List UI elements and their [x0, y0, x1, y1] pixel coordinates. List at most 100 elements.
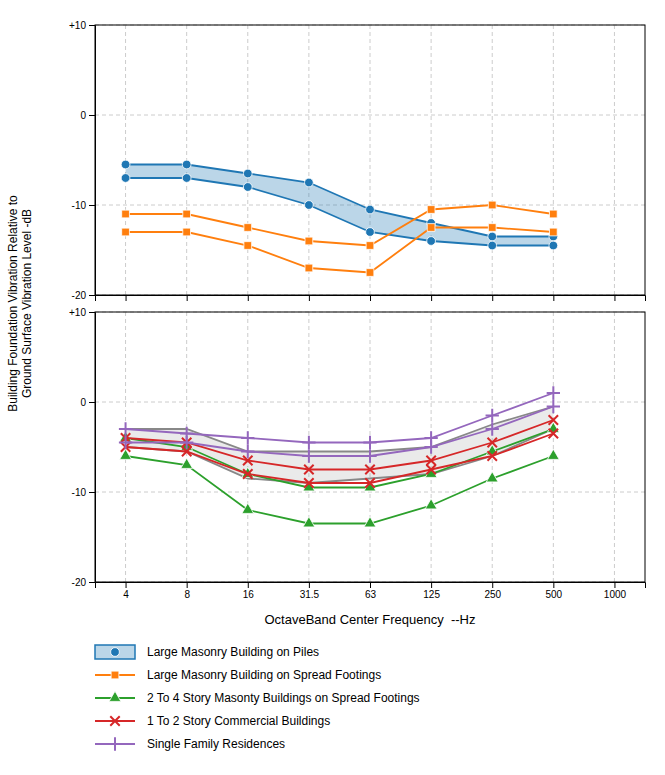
tick-label: 125: [423, 589, 440, 600]
line: [126, 228, 554, 273]
legend-item: Large Masonry Building on Piles: [95, 645, 319, 659]
point: [119, 422, 132, 435]
series: [122, 201, 558, 276]
tick-mark: [614, 295, 615, 301]
tick-mark: [553, 582, 554, 588]
tick-mark: [309, 582, 310, 588]
line: [126, 456, 554, 524]
point: [549, 415, 558, 424]
grid-line: [308, 25, 309, 295]
point: [244, 242, 252, 250]
point: [549, 241, 558, 250]
tick-mark: [126, 582, 127, 588]
legend-item: 1 To 2 Story Commercial Buildings: [95, 714, 330, 728]
tick-mark: [89, 312, 95, 313]
tick: 4: [123, 582, 129, 600]
line: [126, 205, 554, 246]
point: [488, 232, 497, 241]
point: [303, 517, 315, 527]
point: [547, 386, 560, 399]
tick-mark: [89, 25, 95, 26]
legend-label: Single Family Residences: [147, 737, 285, 751]
tick-mark: [187, 295, 188, 301]
point: [426, 456, 435, 465]
tick-label: 0: [80, 397, 86, 408]
tick: 1000: [604, 582, 627, 600]
point: [122, 210, 130, 218]
tick: [187, 295, 188, 301]
tick-label: -10: [72, 200, 87, 211]
point: [180, 436, 193, 449]
tick-label: -20: [72, 290, 87, 301]
tick-mark: [89, 582, 95, 583]
grid: [95, 25, 645, 295]
line: [126, 420, 554, 470]
tick: [248, 295, 249, 301]
line: [126, 165, 554, 237]
tick-mark: [431, 295, 432, 301]
tick: [126, 295, 127, 301]
point: [244, 224, 252, 232]
legend: Large Masonry Building on Piles Large Mas…: [95, 645, 420, 751]
tick: -10: [72, 487, 95, 498]
point: [183, 210, 191, 218]
grid-line: [492, 25, 493, 295]
grid-line: [614, 25, 615, 295]
y-axis-title-line: Ground Surface Vibration Level -dB: [20, 209, 34, 398]
tick: -20: [72, 577, 95, 588]
point: [424, 440, 437, 453]
tick-label: 31.5: [300, 589, 320, 600]
point: [366, 242, 374, 250]
point: [305, 201, 314, 210]
tick-mark: [370, 295, 371, 301]
legend-label: 1 To 2 Story Commercial Buildings: [147, 714, 330, 728]
plot-area: [121, 160, 558, 276]
grid-line: [614, 312, 615, 582]
line: [126, 407, 554, 457]
point: [547, 449, 559, 459]
legend-item: Large Masonry Building on Spread Footing…: [95, 668, 381, 682]
tick-mark: [248, 582, 249, 588]
grid-line: [95, 402, 645, 403]
line: [126, 434, 554, 484]
point: [243, 469, 252, 478]
band: [126, 165, 554, 246]
tick-mark: [614, 582, 615, 588]
point: [363, 449, 376, 462]
grid-line: [95, 492, 645, 493]
point: [549, 429, 558, 438]
point: [242, 503, 254, 513]
x-axis: [96, 295, 646, 301]
axis-line: [96, 296, 646, 302]
point: [549, 228, 557, 236]
point: [427, 206, 435, 214]
x-axis: 481631.5631252505001000: [96, 582, 646, 600]
grid-line: [431, 25, 432, 295]
y-axis-title: Building Foundation Vibration Relative t…: [6, 195, 34, 412]
tick: 63: [365, 582, 377, 600]
tick-mark: [89, 492, 95, 493]
point: [302, 436, 315, 449]
series: [126, 407, 554, 484]
y-axis: -20-100+10: [69, 307, 95, 588]
point: [488, 201, 496, 209]
point: [182, 160, 191, 169]
tick: 16: [243, 582, 255, 600]
legend-item: Single Family Residences: [95, 737, 285, 751]
plot-frame: [95, 25, 645, 295]
series: [121, 160, 558, 250]
tick: +10: [69, 20, 95, 31]
grid-line: [370, 25, 371, 295]
point: [121, 174, 130, 183]
tick-label: 1000: [604, 589, 627, 600]
tick-mark: [309, 295, 310, 301]
line: [126, 393, 554, 443]
tick: -20: [72, 290, 95, 301]
y-axis: -20-100+10: [69, 20, 95, 301]
point: [487, 438, 496, 447]
axis-line: [96, 583, 646, 589]
legend-swatch: [95, 645, 135, 659]
point: [304, 478, 313, 487]
point: [425, 499, 437, 509]
point: [183, 228, 191, 236]
